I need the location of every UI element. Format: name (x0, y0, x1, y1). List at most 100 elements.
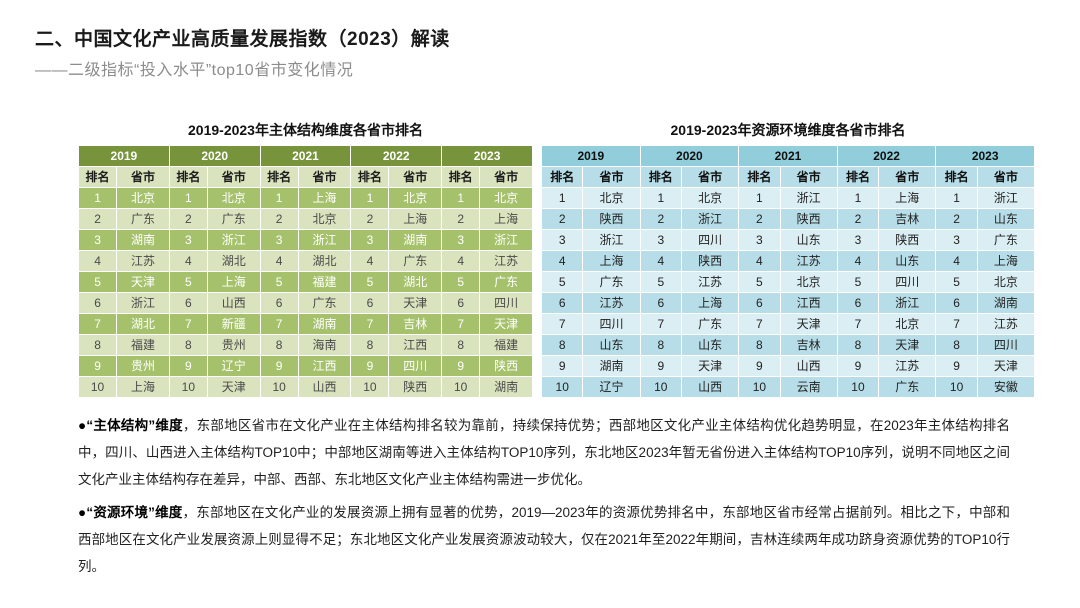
page-subtitle: ——二级指标“投入水平”top10省市变化情况 (35, 62, 354, 79)
table-row: 1 北京 1 北京 1 浙江 1 上海 1 浙江 (540, 187, 1036, 209)
note-text-structure: ，东部地区省市在文化产业在主体结构排名较为靠前，持续保持优势；西部地区文化产业主… (78, 418, 1011, 487)
province-cell: 辽宁 (206, 355, 261, 377)
rank-cell: 4 (738, 250, 781, 272)
note-lead-resource: ●“资源环境”维度 (78, 505, 183, 520)
province-cell: 天津 (976, 355, 1036, 377)
province-cell: 北京 (206, 187, 261, 209)
province-cell: 广东 (878, 376, 937, 398)
resource-table-title: 2019-2023年资源环境维度各省市排名 (670, 122, 906, 138)
rank-cell: 6 (935, 292, 978, 314)
rank-cell: 4 (259, 250, 299, 272)
rank-cell: 8 (259, 334, 299, 356)
rank-cell: 4 (350, 250, 390, 272)
table-row: 3 浙江 3 四川 3 山东 3 陕西 3 广东 (540, 229, 1036, 251)
province-cell: 浙江 (479, 229, 533, 251)
province-cell: 湖南 (479, 376, 533, 398)
province-cell: 福建 (479, 334, 533, 356)
province-cell: 广东 (976, 229, 1036, 251)
table-row: 3 湖南 3 浙江 3 浙江 3 湖南 3 浙江 (77, 229, 533, 251)
province-cell: 山西 (297, 376, 352, 398)
province-cell: 四川 (878, 271, 937, 293)
rank-cell: 1 (168, 187, 208, 209)
table-row: 10 辽宁 10 山西 10 云南 10 广东 10 安徽 (540, 376, 1036, 398)
province-cell: 陕西 (878, 229, 937, 251)
province-cell: 陕西 (779, 208, 838, 230)
rank-cell: 5 (738, 271, 781, 293)
rank-cell: 6 (441, 292, 481, 314)
rank-cell: 10 (540, 376, 584, 398)
rank-cell: 7 (259, 313, 299, 335)
province-cell: 湖南 (582, 355, 641, 377)
rank-column-header: 排名 (441, 166, 481, 188)
province-cell: 四川 (680, 229, 740, 251)
province-column-header: 省市 (779, 166, 838, 188)
rank-cell: 5 (259, 271, 299, 293)
rank-cell: 10 (935, 376, 978, 398)
province-cell: 贵州 (116, 355, 170, 377)
rank-cell: 4 (168, 250, 208, 272)
structure-table-section: 2019-2023年主体结构维度各省市排名 2019 2020 2021 2022 20… (77, 120, 533, 398)
province-cell: 江苏 (116, 250, 170, 272)
rank-cell: 3 (259, 229, 299, 251)
rank-cell: 7 (738, 313, 781, 335)
table-row: 10 上海 10 天津 10 山西 10 陕西 10 湖南 (77, 376, 533, 398)
province-cell: 广东 (388, 250, 443, 272)
rank-cell: 2 (168, 208, 208, 230)
province-cell: 四川 (388, 355, 443, 377)
rank-cell: 6 (836, 292, 880, 314)
province-cell: 湖北 (297, 250, 352, 272)
province-cell: 天津 (479, 313, 533, 335)
rank-cell: 7 (935, 313, 978, 335)
province-cell: 北京 (297, 208, 352, 230)
rank-cell: 1 (441, 187, 481, 209)
province-cell: 浙江 (976, 187, 1036, 209)
rank-cell: 5 (935, 271, 978, 293)
rank-cell: 4 (836, 250, 880, 272)
province-cell: 北京 (976, 271, 1036, 293)
rank-cell: 2 (738, 208, 781, 230)
rank-cell: 3 (836, 229, 880, 251)
rank-cell: 3 (935, 229, 978, 251)
rank-cell: 2 (935, 208, 978, 230)
province-column-header: 省市 (582, 166, 641, 188)
rank-cell: 5 (836, 271, 880, 293)
province-cell: 江苏 (479, 250, 533, 272)
year-header-cell: 2020 (639, 145, 740, 167)
province-cell: 上海 (388, 208, 443, 230)
rank-cell: 9 (836, 355, 880, 377)
rank-cell: 1 (259, 187, 299, 209)
province-cell: 上海 (582, 250, 641, 272)
province-cell: 四川 (582, 313, 641, 335)
province-cell: 湖北 (388, 271, 443, 293)
province-cell: 湖南 (297, 313, 352, 335)
province-cell: 湖北 (116, 313, 170, 335)
rank-cell: 10 (441, 376, 481, 398)
province-cell: 天津 (779, 313, 838, 335)
rank-cell: 4 (77, 250, 118, 272)
table-row: 1 北京 1 北京 1 上海 1 北京 1 北京 (77, 187, 533, 209)
year-header-cell: 2022 (836, 145, 937, 167)
year-header-cell: 2020 (168, 145, 261, 167)
province-cell: 天津 (116, 271, 170, 293)
rank-cell: 6 (350, 292, 390, 314)
province-cell: 辽宁 (582, 376, 641, 398)
rank-cell: 9 (540, 355, 584, 377)
rank-cell: 9 (639, 355, 683, 377)
table-row: 4 江苏 4 湖北 4 湖北 4 广东 4 江苏 (77, 250, 533, 272)
province-cell: 吉林 (388, 313, 443, 335)
rank-cell: 5 (168, 271, 208, 293)
rank-cell: 1 (639, 187, 683, 209)
year-header-cell: 2023 (935, 145, 1035, 167)
table-row: 7 四川 7 广东 7 天津 7 北京 7 江苏 (540, 313, 1036, 335)
rank-cell: 3 (441, 229, 481, 251)
rank-cell: 4 (441, 250, 481, 272)
table-row: 8 山东 8 山东 8 吉林 8 天津 8 四川 (540, 334, 1036, 356)
rank-cell: 1 (836, 187, 880, 209)
province-cell: 上海 (976, 250, 1036, 272)
province-cell: 广东 (116, 208, 170, 230)
table-row: 9 湖南 9 天津 9 山西 9 江苏 9 天津 (540, 355, 1036, 377)
province-column-header: 省市 (388, 166, 443, 188)
year-header-cell: 2022 (350, 145, 443, 167)
province-cell: 北京 (388, 187, 443, 209)
